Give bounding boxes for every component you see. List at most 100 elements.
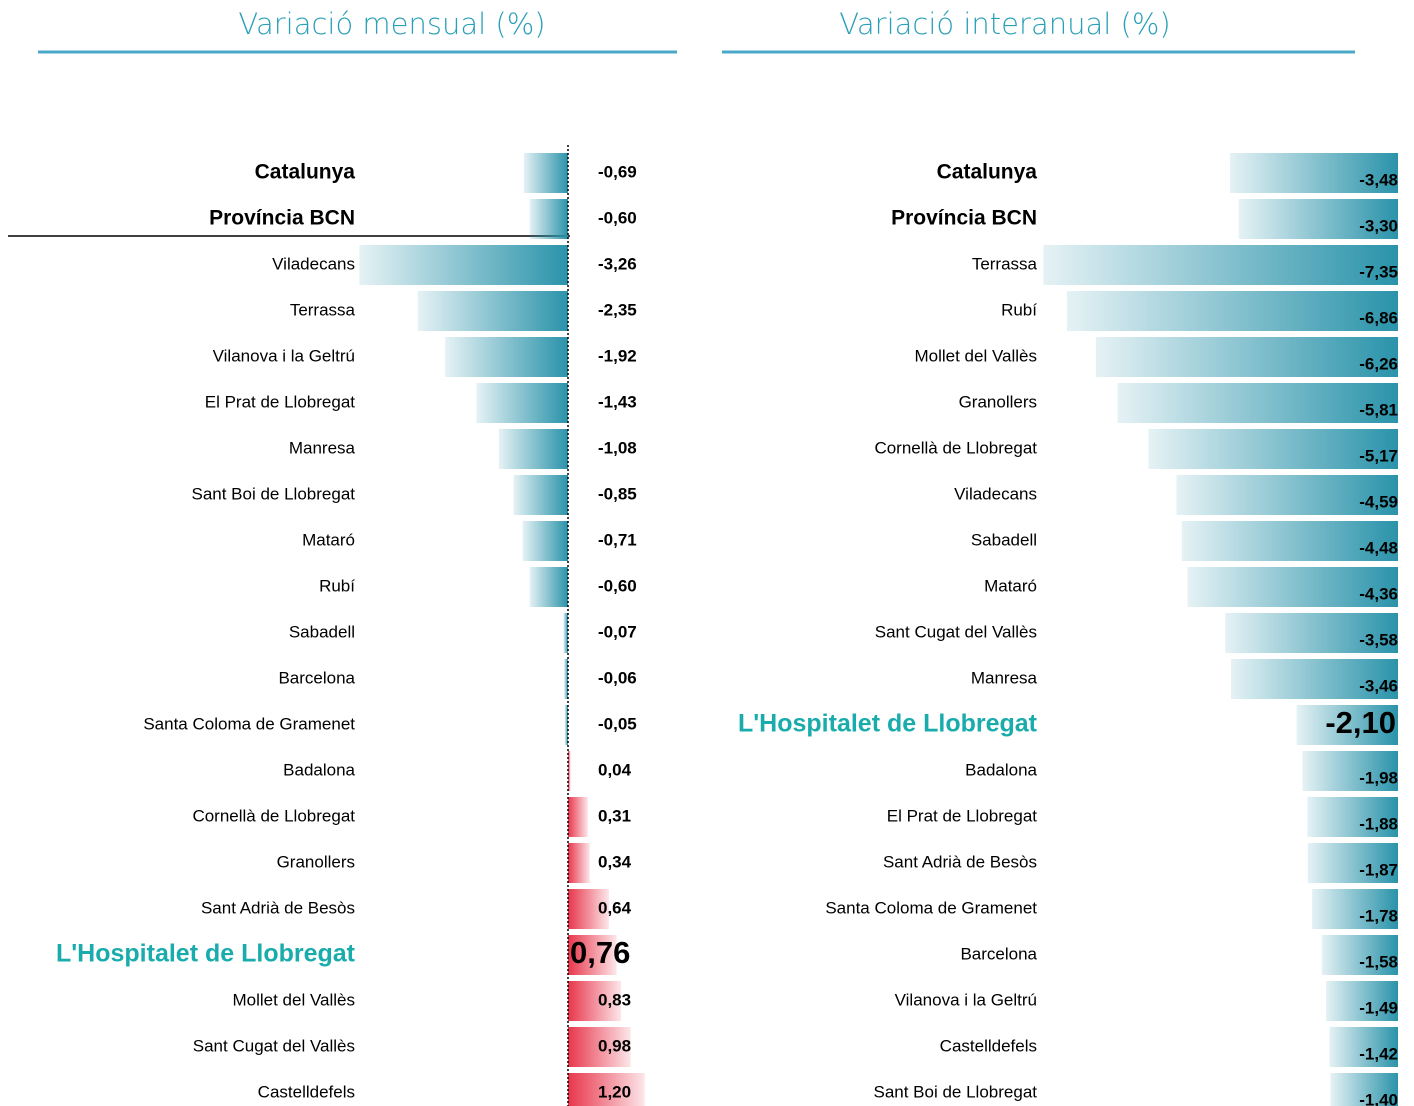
value-label: -3,30 [1359, 216, 1398, 235]
value-label: -1,58 [1359, 952, 1398, 971]
bar [523, 153, 568, 193]
bar [1095, 337, 1398, 377]
bar [568, 935, 617, 975]
value-label: -1,08 [598, 438, 637, 457]
bar [1230, 153, 1398, 193]
category-label: Manresa [971, 668, 1038, 687]
value-label: -1,92 [598, 346, 637, 365]
bar [1181, 521, 1398, 561]
bar [476, 383, 568, 423]
bar [1302, 751, 1398, 791]
bar [529, 199, 568, 239]
bar [359, 245, 568, 285]
bar [568, 1073, 645, 1106]
category-label: El Prat de Llobregat [887, 806, 1038, 825]
category-label: Barcelona [960, 944, 1037, 963]
value-label: -0,60 [598, 576, 637, 595]
value-label: -5,81 [1359, 400, 1398, 419]
category-label: Cornellà de Llobregat [192, 806, 355, 825]
category-label: Sant Adrià de Besòs [883, 852, 1037, 871]
category-label: Sabadell [971, 530, 1037, 549]
value-label: -2,10 [1325, 705, 1396, 740]
category-label: L'Hospitalet de Llobregat [738, 710, 1038, 738]
bar [563, 613, 568, 653]
value-label: -6,26 [1359, 354, 1398, 373]
bar [564, 659, 568, 699]
bar [1066, 291, 1398, 331]
value-label: 0,98 [598, 1036, 631, 1055]
value-label: -4,59 [1359, 492, 1398, 511]
category-label: Badalona [965, 760, 1037, 779]
value-label: -1,40 [1359, 1090, 1398, 1106]
category-label: Sant Boi de Llobregat [191, 484, 355, 503]
value-label: -1,87 [1359, 860, 1398, 879]
bar [1117, 383, 1398, 423]
value-label: -1,42 [1359, 1044, 1398, 1063]
category-label: Cornellà de Llobregat [874, 438, 1037, 457]
category-label: Castelldefels [940, 1036, 1037, 1055]
chart-title: Variació interanual (%) [839, 7, 1170, 41]
value-label: 0,76 [570, 935, 630, 970]
category-label: Terrassa [290, 300, 356, 319]
bar [1326, 981, 1398, 1021]
category-label: Mollet del Vallès [914, 346, 1037, 365]
category-label: Terrassa [972, 254, 1038, 273]
bar [568, 797, 588, 837]
value-label: 1,20 [598, 1082, 631, 1101]
value-label: -4,36 [1359, 584, 1398, 603]
value-label: -4,48 [1359, 538, 1398, 557]
bar [1312, 889, 1398, 929]
value-label: -0,71 [598, 530, 637, 549]
bar [529, 567, 568, 607]
bar [445, 337, 568, 377]
category-label: Sant Cugat del Vallès [875, 622, 1037, 641]
bar [1238, 199, 1398, 239]
bar [1296, 705, 1398, 745]
value-label: 0,83 [598, 990, 631, 1009]
value-label: -1,49 [1359, 998, 1398, 1017]
bar [1176, 475, 1398, 515]
bar [417, 291, 568, 331]
value-label: -0,07 [598, 622, 637, 641]
chart-title: Variació mensual (%) [238, 7, 545, 41]
bar [1321, 935, 1398, 975]
value-label: -3,48 [1359, 170, 1398, 189]
bar [1225, 613, 1398, 653]
bar [1307, 843, 1398, 883]
value-label: -0,69 [598, 162, 637, 181]
bar [1043, 245, 1398, 285]
category-label: Sabadell [289, 622, 355, 641]
category-label: Barcelona [278, 668, 355, 687]
category-label: Vilanova i la Geltrú [895, 990, 1037, 1009]
value-label: -1,43 [598, 392, 637, 411]
bar [568, 843, 590, 883]
category-label: Mataró [302, 530, 355, 549]
bar [568, 981, 622, 1021]
category-label: Granollers [959, 392, 1037, 411]
bar [513, 475, 568, 515]
category-label: Sant Boi de Llobregat [873, 1082, 1037, 1101]
value-label: -6,86 [1359, 308, 1398, 327]
value-label: -0,60 [598, 208, 637, 227]
value-label: 0,31 [598, 806, 631, 825]
bar [564, 705, 568, 745]
bar [568, 1027, 631, 1067]
bar [1187, 567, 1398, 607]
value-label: 0,34 [598, 852, 632, 871]
category-label: Viladecans [272, 254, 355, 273]
category-label: Granollers [277, 852, 355, 871]
value-label: -3,58 [1359, 630, 1398, 649]
value-label: -3,46 [1359, 676, 1398, 695]
category-label: Manresa [289, 438, 356, 457]
bar [1330, 1073, 1398, 1106]
bar [1307, 797, 1398, 837]
category-label: Rubí [319, 576, 355, 595]
value-label: -5,17 [1359, 446, 1398, 465]
bar [568, 751, 571, 791]
category-label: Sant Cugat del Vallès [193, 1036, 355, 1055]
value-label: -1,98 [1359, 768, 1398, 787]
value-label: -3,26 [598, 254, 637, 273]
category-label: Mollet del Vallès [232, 990, 355, 1009]
category-label: Sant Adrià de Besòs [201, 898, 355, 917]
